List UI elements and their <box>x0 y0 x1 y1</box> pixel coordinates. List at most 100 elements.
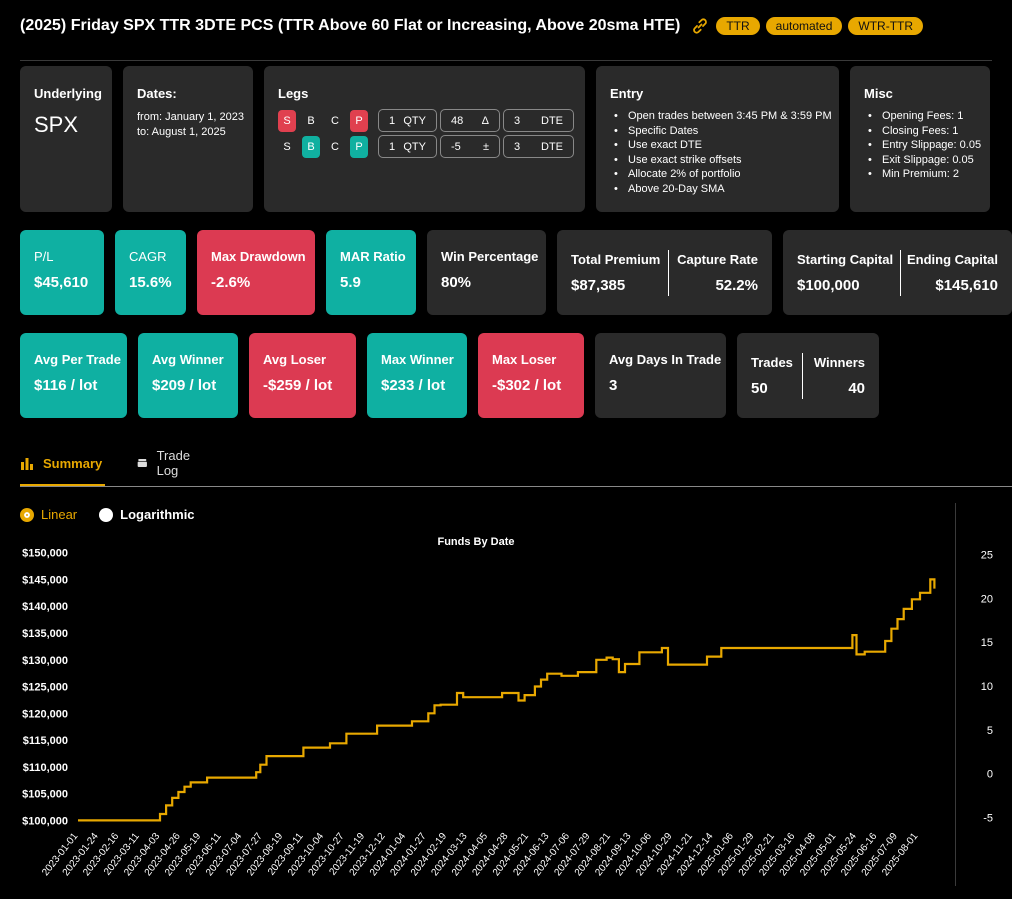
y-tick-label: $105,000 <box>22 789 68 801</box>
leg-qty-value: 1 <box>389 140 396 153</box>
trades-value: 50 <box>751 380 768 397</box>
list-item: Specific Dates <box>614 124 832 139</box>
capture-rate-value: 52.2% <box>715 277 758 294</box>
leg-dte-value: 3 <box>514 114 521 127</box>
y-tick-label: $135,000 <box>22 628 68 640</box>
avg-winner-label: Avg Winner <box>152 352 224 367</box>
link-icon[interactable] <box>690 16 710 36</box>
tab-summary-label: Summary <box>43 455 103 471</box>
leg-qty-unit: QTY <box>403 140 426 153</box>
tag-ttr[interactable]: TTR <box>716 17 760 35</box>
list-item: Closing Fees: 1 <box>868 124 981 139</box>
max-winner-stat: Max Winner $233 / lot <box>367 333 467 418</box>
leg-dte-unit: DTE <box>541 114 563 127</box>
y-tick-label: $130,000 <box>22 655 68 667</box>
leg-delta-field[interactable]: 48 Δ <box>440 109 500 132</box>
legs-label: Legs <box>278 86 309 101</box>
y2-tick-label: -5 <box>983 813 993 825</box>
y-tick-label: $145,000 <box>22 574 68 586</box>
leg-side-buy[interactable]: B <box>307 114 315 127</box>
stat-divider <box>900 250 901 296</box>
leg-type-put[interactable]: P <box>350 135 368 158</box>
leg-qty-unit: QTY <box>403 114 426 127</box>
avg-winner-value: $209 / lot <box>152 377 217 394</box>
avg-per-trade-label: Avg Per Trade <box>34 352 121 367</box>
leg-side-sell[interactable]: S <box>278 109 296 132</box>
leg-side-sell[interactable]: S <box>283 140 291 153</box>
tag-automated[interactable]: automated <box>765 17 843 35</box>
avg-days-stat: Avg Days In Trade 3 <box>595 333 726 418</box>
active-tab-indicator <box>20 484 105 486</box>
capital-stat: Starting Capital $100,000 Ending Capital… <box>783 230 1012 315</box>
max-winner-label: Max Winner <box>381 352 454 367</box>
y-tick-label: $125,000 <box>22 682 68 694</box>
leg-offset-field[interactable]: -5 ± <box>440 135 500 158</box>
log-radio-label[interactable]: Logarithmic <box>120 507 195 522</box>
pl-label: P/L <box>34 249 54 264</box>
list-item: Use exact strike offsets <box>614 153 832 168</box>
max-drawdown-label: Max Drawdown <box>211 249 306 264</box>
leg-dte-value: 3 <box>514 140 521 153</box>
y2-tick-label: 25 <box>981 549 993 561</box>
scale-toggle: Linear Logarithmic <box>20 507 195 522</box>
leg-qty-field[interactable]: 1 QTY <box>378 135 437 158</box>
legs-card: Legs S B C P 1 QTY 48 Δ 3 DTE S B C P 1 … <box>264 66 585 212</box>
y2-tick-label: 0 <box>987 769 993 781</box>
max-loser-stat: Max Loser -$302 / lot <box>478 333 584 418</box>
starting-capital-value: $100,000 <box>797 277 860 294</box>
leg-delta-value: 48 <box>451 114 464 127</box>
avg-loser-value: -$259 / lot <box>263 377 333 394</box>
y2-tick-label: 15 <box>981 637 993 649</box>
misc-card: Misc Opening Fees: 1 Closing Fees: 1 Ent… <box>850 66 990 212</box>
capture-rate-label: Capture Rate <box>677 252 758 267</box>
avg-per-trade-value: $116 / lot <box>34 377 98 394</box>
funds-chart-svg: Funds By Date $100,000 $105,000 $110,000 $11… <box>22 536 993 878</box>
y-tick-label: $115,000 <box>23 735 68 747</box>
max-winner-value: $233 / lot <box>381 377 446 394</box>
dates-label: Dates: <box>137 86 177 101</box>
log-radio[interactable] <box>99 507 114 522</box>
list-item: Use exact DTE <box>614 138 832 153</box>
misc-label: Misc <box>864 86 893 101</box>
leg-type-call[interactable]: C <box>331 140 339 153</box>
winners-value: 40 <box>848 380 865 397</box>
leg-row-1: S B C P 1 QTY 48 Δ 3 DTE <box>278 109 577 132</box>
misc-list: Opening Fees: 1 Closing Fees: 1 Entry Sl… <box>868 109 981 182</box>
leg-qty-field[interactable]: 1 QTY <box>378 109 437 132</box>
chart-right-divider <box>955 503 956 886</box>
tag-wtr-ttr[interactable]: WTR-TTR <box>848 17 924 35</box>
mar-ratio-label: MAR Ratio <box>340 249 406 264</box>
linear-radio[interactable] <box>20 507 34 522</box>
avg-per-trade-stat: Avg Per Trade $116 / lot <box>20 333 127 418</box>
y-tick-label: $120,000 <box>22 708 68 720</box>
total-premium-label: Total Premium <box>571 252 661 267</box>
winners-label: Winners <box>813 355 865 370</box>
y-tick-label: $100,000 <box>22 815 68 827</box>
starting-capital-label: Starting Capital <box>797 252 894 267</box>
underlying-card: Underlying SPX <box>20 66 112 212</box>
date-to: to: August 1, 2025 <box>137 125 226 138</box>
title-row: (2025) Friday SPX TTR 3DTE PCS (TTR Abov… <box>20 14 924 38</box>
y2-tick-label: 5 <box>987 725 993 737</box>
leg-side-buy[interactable]: B <box>302 135 320 158</box>
leg-dte-field[interactable]: 3 DTE <box>503 109 574 132</box>
tab-trade-log-label: Trade Log <box>156 448 191 478</box>
max-loser-value: -$302 / lot <box>492 377 562 394</box>
trades-stat: Trades 50 Winners 40 <box>737 333 879 418</box>
linear-radio-label[interactable]: Linear <box>41 507 78 522</box>
list-item: Min Premium: 2 <box>868 167 981 182</box>
leg-type-call[interactable]: C <box>331 114 339 127</box>
tab-summary[interactable]: Summary <box>20 452 102 474</box>
tab-trade-log[interactable]: Trade Log <box>137 448 195 478</box>
underlying-value: SPX <box>34 112 79 137</box>
cagr-stat: CAGR 15.6% <box>115 230 186 315</box>
avg-days-value: 3 <box>609 377 618 394</box>
leg-type-put[interactable]: P <box>350 109 368 132</box>
max-drawdown-stat: Max Drawdown -2.6% <box>197 230 315 315</box>
win-percentage-value: 80% <box>441 274 472 291</box>
stat-divider <box>668 250 669 296</box>
list-item: Exit Slippage: 0.05 <box>868 153 981 168</box>
underlying-label: Underlying <box>34 86 102 101</box>
leg-dte-field[interactable]: 3 DTE <box>503 135 574 158</box>
leg-dte-unit: DTE <box>541 140 563 153</box>
